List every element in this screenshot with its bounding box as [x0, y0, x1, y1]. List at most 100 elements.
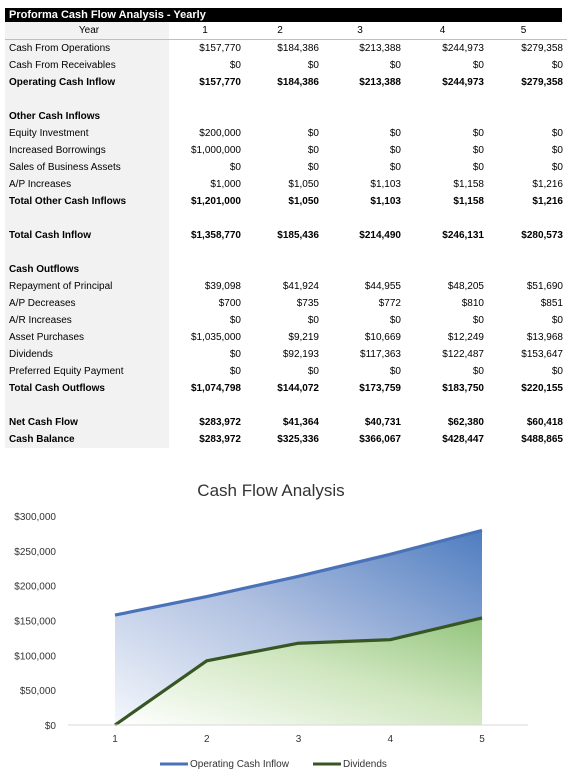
- cell-value: $0: [389, 162, 401, 173]
- cell-value: $279,358: [521, 77, 563, 88]
- cell-value: $0: [229, 349, 241, 360]
- cell-value: $700: [218, 298, 241, 309]
- sheet-title: Proforma Cash Flow Analysis - Yearly: [5, 8, 562, 22]
- table-row: [5, 397, 567, 414]
- cell-value: $0: [307, 128, 319, 139]
- cell-value: $0: [229, 60, 241, 71]
- row-label: A/R Increases: [5, 312, 169, 329]
- cell-value: $0: [472, 128, 484, 139]
- y-tick-label: $200,000: [14, 582, 56, 593]
- table-row: Operating Cash Inflow $157,770 $184,386 $21…: [5, 74, 567, 91]
- series-area-2: [115, 617, 482, 725]
- row-label: Increased Borrowings: [5, 142, 169, 159]
- cell-value: $40,731: [364, 417, 401, 428]
- cell-value: $0: [551, 162, 563, 173]
- cell-value: [241, 244, 319, 261]
- y-tick-label: $300,000: [14, 512, 56, 523]
- row-label: [5, 91, 169, 108]
- cell-value: [241, 91, 319, 108]
- cell-value: [169, 108, 241, 125]
- cell-value: $1,358,770: [190, 230, 241, 241]
- x-tick-label: 3: [296, 734, 302, 745]
- cell-value: $220,155: [521, 383, 563, 394]
- year-header: 2: [241, 22, 319, 40]
- table-row: Total Cash Outflows $1,074,798 $144,072 $17…: [5, 380, 567, 397]
- legend-label: Operating Cash Inflow: [190, 759, 290, 770]
- cell-value: $41,364: [282, 417, 319, 428]
- table-row: [5, 91, 567, 108]
- cell-value: $214,490: [359, 230, 401, 241]
- row-label: Operating Cash Inflow: [5, 74, 169, 91]
- row-label: A/P Increases: [5, 176, 169, 193]
- cell-value: $0: [472, 145, 484, 156]
- table-row: Cash From Receivables $0 $0 $0 $0 $0: [5, 57, 567, 74]
- cell-value: $0: [389, 145, 401, 156]
- x-tick-label: 1: [112, 734, 118, 745]
- y-tick-label: $50,000: [20, 686, 57, 697]
- cell-value: [401, 91, 484, 108]
- cell-value: $48,205: [447, 281, 484, 292]
- table-row: Increased Borrowings $1,000,000 $0 $0 $0 $0: [5, 142, 567, 159]
- cell-value: $0: [307, 60, 319, 71]
- cell-value: [241, 397, 319, 414]
- cell-value: $851: [540, 298, 563, 309]
- cell-value: $0: [307, 162, 319, 173]
- cell-value: $0: [389, 128, 401, 139]
- row-label: Total Other Cash Inflows: [5, 193, 169, 210]
- cell-value: $246,131: [442, 230, 484, 241]
- table-row: A/P Increases $1,000 $1,050 $1,103 $1,158 $1,…: [5, 176, 567, 193]
- cell-value: [319, 210, 401, 227]
- table-row: [5, 210, 567, 227]
- cell-value: $213,388: [359, 77, 401, 88]
- cell-value: [241, 261, 319, 278]
- cell-value: $144,072: [277, 383, 319, 394]
- cell-value: $325,336: [277, 434, 319, 445]
- cell-value: [401, 108, 484, 125]
- row-label: A/P Decreases: [5, 295, 169, 312]
- cell-value: $280,573: [521, 230, 563, 241]
- table-row: Cash Balance $283,972 $325,336 $366,067 $428…: [5, 431, 567, 448]
- table-row: Asset Purchases $1,035,000 $9,219 $10,669 $1…: [5, 329, 567, 346]
- cell-value: $184,386: [277, 77, 319, 88]
- x-tick-label: 4: [387, 734, 393, 745]
- year-header-row: Year 1 2 3 4 5: [5, 22, 567, 40]
- cell-value: $44,955: [364, 281, 401, 292]
- row-label: [5, 244, 169, 261]
- row-label: Cash Outflows: [5, 261, 169, 278]
- y-tick-label: $100,000: [14, 651, 56, 662]
- cell-value: $0: [472, 315, 484, 326]
- year-header: 4: [401, 22, 484, 40]
- chart-canvas: Cash Flow Analysis $0 $50,000 $100,000 $150…: [14, 481, 528, 770]
- table-row: Cash Outflows: [5, 261, 567, 278]
- cell-value: [484, 244, 567, 261]
- cell-value: $1,074,798: [190, 383, 241, 394]
- cell-value: $0: [472, 366, 484, 377]
- row-label: Cash From Operations: [5, 39, 169, 57]
- cell-value: [241, 108, 319, 125]
- cell-value: $1,103: [370, 196, 401, 207]
- cell-value: $0: [551, 366, 563, 377]
- table-row: Sales of Business Assets $0 $0 $0 $0 $0: [5, 159, 567, 176]
- cell-value: $184,386: [277, 43, 319, 54]
- table-row: Repayment of Principal $39,098 $41,924 $44,…: [5, 278, 567, 295]
- cell-value: $735: [296, 298, 319, 309]
- row-label: Repayment of Principal: [5, 278, 169, 295]
- cell-value: $117,363: [360, 349, 401, 360]
- year-label: Year: [5, 22, 169, 40]
- cell-value: $1,103: [370, 179, 401, 190]
- cell-value: [169, 244, 241, 261]
- cell-value: $1,000,000: [190, 145, 241, 156]
- row-label: Sales of Business Assets: [5, 159, 169, 176]
- cell-value: $1,158: [453, 196, 484, 207]
- table-row: Cash From Operations $157,770 $184,386 $213…: [5, 39, 567, 57]
- table-row: Equity Investment $200,000 $0 $0 $0 $0: [5, 125, 567, 142]
- cell-value: $51,690: [526, 281, 563, 292]
- cell-value: $0: [472, 162, 484, 173]
- row-label: Net Cash Flow: [5, 414, 169, 431]
- cell-value: [319, 397, 401, 414]
- cell-value: $488,865: [521, 434, 563, 445]
- year-header: 5: [484, 22, 567, 40]
- cell-value: $283,972: [199, 434, 241, 445]
- cell-value: $428,447: [442, 434, 484, 445]
- cell-value: [484, 108, 567, 125]
